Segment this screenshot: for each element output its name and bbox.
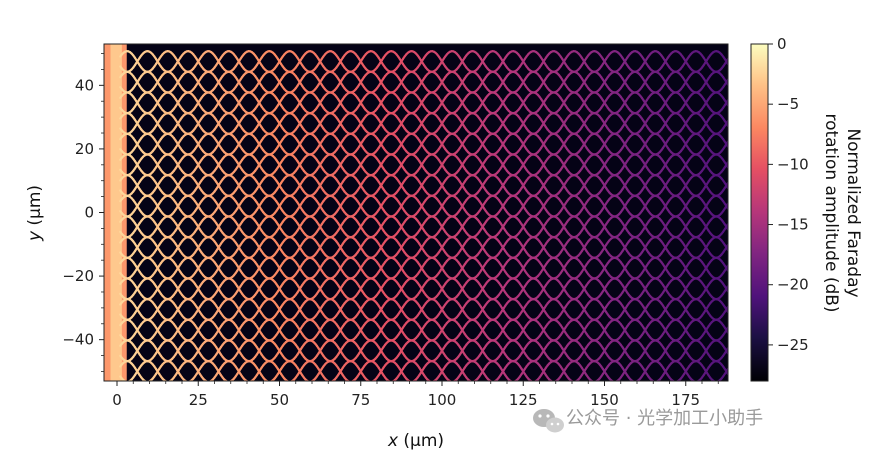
input-facet-core [110,44,122,381]
heatmap-content [104,44,728,381]
heatmap-plot-area [103,43,729,382]
